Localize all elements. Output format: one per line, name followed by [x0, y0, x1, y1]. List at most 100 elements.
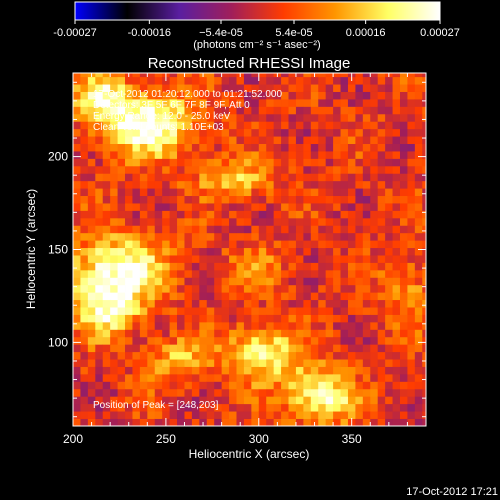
heatmap-cell: [266, 232, 275, 241]
heatmap-cell: [392, 314, 401, 323]
heatmap-cell: [355, 307, 364, 315]
heatmap-cell: [399, 203, 408, 211]
heatmap-cell: [236, 284, 245, 293]
heatmap-cell: [325, 344, 334, 353]
heatmap-cell: [295, 418, 304, 426]
heatmap-cell: [125, 396, 133, 405]
heatmap-cell: [407, 99, 416, 107]
heatmap-cell: [355, 76, 364, 85]
heatmap-cell: [399, 165, 408, 174]
heatmap-cell: [95, 351, 104, 360]
heatmap-cell: [385, 247, 393, 256]
heatmap-cell: [251, 321, 260, 330]
heatmap-cell: [362, 91, 371, 100]
heatmap-cell: [139, 180, 148, 189]
heatmap-cell: [102, 99, 111, 107]
heatmap-cell: [347, 314, 356, 323]
heatmap-cell: [407, 232, 416, 241]
heatmap-cell: [392, 247, 401, 256]
heatmap-cell: [102, 262, 111, 271]
heatmap-cell: [362, 240, 371, 249]
heatmap-cell: [392, 99, 401, 107]
heatmap-cell: [199, 84, 208, 92]
heatmap-cell: [266, 307, 275, 315]
heatmap-cell: [347, 388, 356, 397]
heatmap-cell: [87, 113, 96, 122]
heatmap-cell: [333, 217, 341, 226]
heatmap-cell: [385, 373, 393, 382]
heatmap-cell: [243, 158, 252, 167]
heatmap-cell: [340, 84, 349, 92]
heatmap-cell: [355, 411, 364, 419]
heatmap-cell: [162, 292, 171, 301]
heatmap-cell: [139, 158, 148, 167]
heatmap-cell: [422, 106, 426, 115]
heatmap-cell: [281, 321, 289, 330]
heatmap-cell: [392, 403, 401, 412]
heatmap-cell: [399, 314, 408, 323]
heatmap-cell: [392, 336, 401, 345]
heatmap-cell: [288, 418, 297, 426]
heatmap-cell: [199, 388, 208, 397]
heatmap-cell: [407, 269, 416, 278]
heatmap-cell: [318, 158, 327, 167]
heatmap-cell: [340, 292, 349, 301]
heatmap-cell: [147, 225, 156, 234]
heatmap-cell: [139, 113, 148, 122]
heatmap-cell: [132, 292, 141, 301]
heatmap-cell: [258, 321, 267, 330]
x-tick-label: 350: [342, 432, 362, 446]
heatmap-cell: [422, 232, 426, 241]
heatmap-cell: [125, 158, 133, 167]
heatmap-cell: [206, 359, 215, 367]
heatmap-cell: [214, 76, 223, 85]
heatmap-cell: [414, 284, 423, 293]
heatmap-cell: [407, 255, 416, 263]
heatmap-cell: [362, 381, 371, 390]
heatmap-cell: [139, 128, 148, 137]
heatmap-cell: [377, 284, 386, 293]
heatmap-cell: [221, 158, 230, 167]
heatmap-cell: [325, 240, 334, 249]
heatmap-cell: [236, 76, 245, 85]
heatmap-cell: [110, 403, 118, 412]
heatmap-cell: [347, 113, 356, 122]
heatmap-cell: [281, 396, 289, 405]
heatmap-cell: [318, 121, 327, 130]
heatmap-cell: [377, 76, 386, 85]
colorbar-tick-label: -0.00027: [53, 27, 96, 39]
heatmap-cell: [340, 388, 349, 397]
heatmap-cell: [303, 411, 312, 419]
heatmap-cell: [125, 284, 133, 293]
heatmap-cell: [191, 136, 200, 144]
heatmap-cell: [191, 292, 200, 301]
heatmap-cell: [340, 99, 349, 107]
heatmap-cell: [251, 217, 260, 226]
heatmap-cell: [221, 344, 230, 353]
heatmap-cell: [162, 173, 171, 182]
heatmap-cell: [117, 180, 126, 189]
heatmap-cell: [199, 136, 208, 144]
heatmap-cell: [199, 113, 208, 122]
heatmap-cell: [251, 225, 260, 234]
heatmap-cell: [162, 165, 171, 174]
heatmap-cell: [273, 403, 282, 412]
heatmap-cell: [80, 336, 89, 345]
heatmap-cell: [199, 143, 208, 152]
heatmap-cell: [310, 143, 319, 152]
heatmap-cell: [191, 366, 200, 375]
heatmap-cell: [80, 284, 89, 293]
heatmap-cell: [154, 329, 163, 338]
heatmap-cell: [147, 210, 156, 219]
heatmap-cell: [177, 396, 185, 405]
heatmap-cell: [177, 247, 185, 256]
heatmap-cell: [117, 143, 126, 152]
heatmap-cell: [243, 359, 252, 367]
heatmap-cell: [206, 307, 215, 315]
heatmap-cell: [310, 240, 319, 249]
heatmap-cell: [399, 292, 408, 301]
heatmap-cell: [169, 73, 178, 78]
heatmap-cell: [80, 418, 89, 426]
heatmap-cell: [377, 84, 386, 92]
heatmap-cell: [139, 203, 148, 211]
